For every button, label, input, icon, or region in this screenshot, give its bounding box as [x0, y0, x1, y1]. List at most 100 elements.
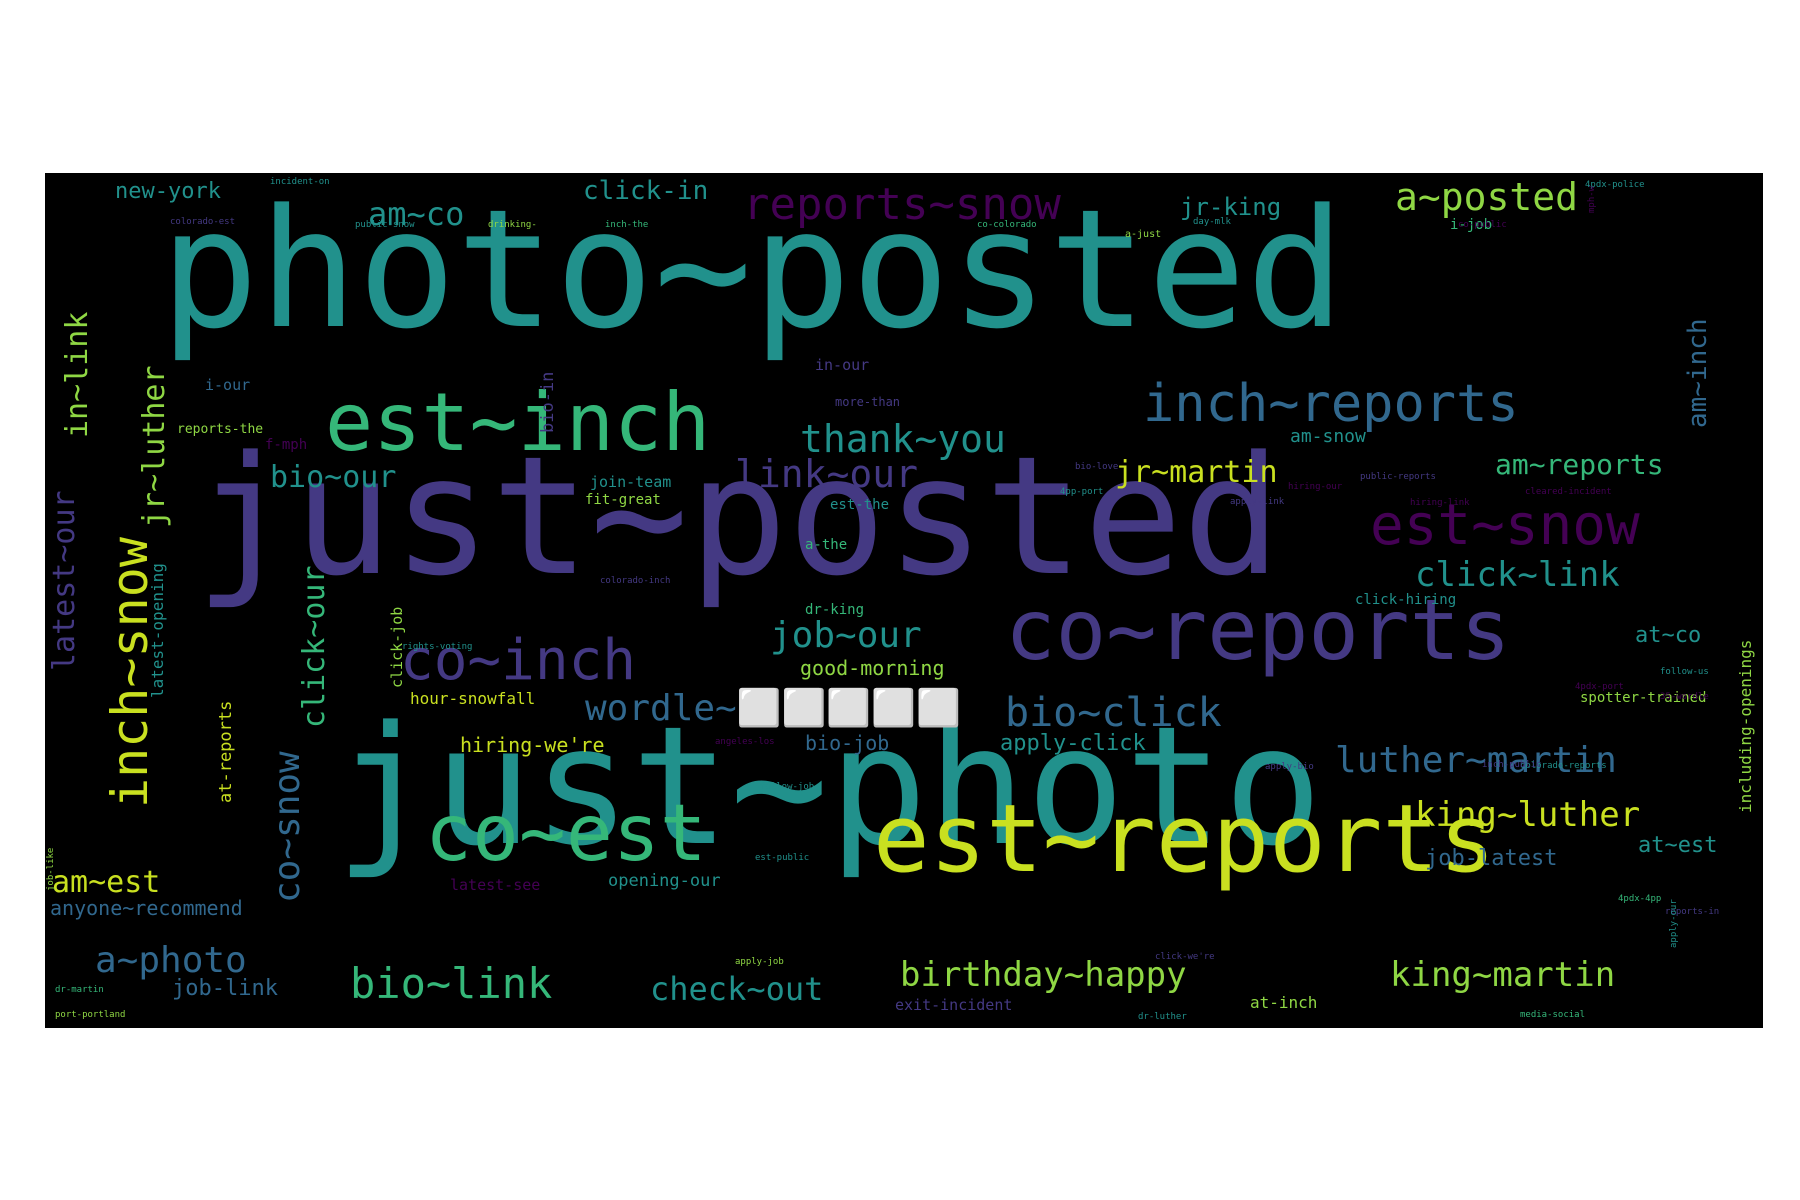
word-bio-love: bio-love	[1075, 462, 1119, 472]
word-click-our: click~our	[297, 565, 332, 728]
word-click-in: click-in	[583, 176, 709, 206]
word-i-job: i-job	[1450, 217, 1493, 233]
word-thank-you: thank~you	[800, 417, 1006, 461]
word-public-reports: public-reports	[1360, 472, 1436, 482]
word-a-just: a-just	[1125, 229, 1162, 240]
word-35-wordle: 35-wordle	[1660, 692, 1709, 702]
word-colorado-inch: colorado-inch	[600, 576, 671, 586]
word-follow-us: follow-us	[1660, 667, 1709, 677]
word-reports-the: reports-the	[177, 422, 264, 437]
word-cloud: photo~posted just~posted just~photo est~rep…	[45, 173, 1763, 1028]
word-job-like: job-like	[46, 847, 56, 891]
word-at-inch: at-inch	[1250, 993, 1318, 1012]
word-4pdx-4pp: 4pdx-4pp	[1618, 894, 1662, 904]
word-join-team: join-team	[590, 473, 672, 491]
word-reports-in: reports-in	[1665, 907, 1720, 917]
word-co-colorado: co-colorado	[977, 220, 1037, 230]
word-colorado-reports: colorado-reports	[1520, 761, 1607, 771]
word-exit-incident: exit-incident	[895, 996, 1013, 1014]
word-apply-our: apply-our	[1669, 899, 1679, 948]
word-apply-job: apply-job	[735, 957, 784, 967]
word-4pp-port: 4pp-port	[1060, 487, 1104, 497]
word-just-posted: just~posted	[195, 421, 1282, 612]
word-i-our: i-our	[205, 376, 251, 394]
word-4pdx-port: 4pdx-port	[1575, 682, 1624, 692]
word-at-est: at~est	[1638, 833, 1718, 858]
word-apply-link: apply-link	[1230, 497, 1285, 507]
word-new-york: new-york	[115, 179, 221, 204]
word-just-photo: just~photo	[335, 691, 1323, 882]
word-king-luther: king~luther	[1415, 795, 1641, 835]
word-latest-opening: latest-opening	[148, 563, 167, 698]
word-drinking: drinking-	[488, 220, 537, 230]
word-a-the: a-the	[805, 537, 848, 553]
word-cleared-incident: cleared-incident	[1525, 487, 1612, 497]
word-including-openings: including-openings	[1736, 639, 1755, 813]
word-dr-martin: dr-martin	[55, 985, 104, 995]
word-colorado-est: colorado-est	[170, 217, 236, 227]
word-job-latest: job-latest	[1425, 846, 1558, 871]
word-mph-w: mph-w	[1587, 185, 1597, 213]
word-est-inch: est~inch	[325, 376, 711, 469]
word-a-posted: a~posted	[1395, 175, 1579, 219]
word-at-co: at~co	[1635, 623, 1702, 648]
word-jr-martin: jr~martin	[1115, 455, 1278, 490]
word-opening-our: opening-our	[608, 871, 721, 891]
word-in-link: in~link	[60, 311, 95, 438]
word-more-than: more-than	[835, 395, 901, 409]
word-apply-bio: apply-bio	[1265, 762, 1314, 772]
word-am-co: am~co	[368, 195, 465, 233]
word-jr-luther: jr~luther	[137, 365, 172, 528]
word-co-public: co-public	[1458, 220, 1507, 230]
word-latest-see: latest-see	[450, 876, 541, 894]
word-luther-martin: luther~martin	[1335, 740, 1617, 781]
word-job-our: job~our	[770, 615, 922, 656]
word-hiring-we-re: hiring-we're	[460, 733, 605, 757]
word-bio-link: bio~link	[350, 959, 553, 1008]
word-click-we-re: click-we're	[1155, 952, 1215, 962]
word-dr-king: dr-king	[805, 602, 865, 618]
word-am-inch: am~inch	[1683, 318, 1713, 428]
word-job-link: job-link	[172, 976, 278, 1001]
word-est-public: est-public	[755, 853, 810, 863]
word-bio-job: bio-job	[805, 731, 890, 755]
word-reports-snow: reports~snow	[743, 179, 1061, 230]
word-media-social: media-social	[1520, 1010, 1586, 1020]
word-king-martin: king~martin	[1390, 955, 1616, 995]
word-jr-king: jr-king	[1180, 193, 1282, 221]
word-apply-click: apply-click	[1000, 731, 1146, 756]
word-anyone-recommend: anyone~recommend	[50, 896, 243, 920]
word-bio-click: bio~click	[1005, 690, 1222, 736]
word-co-snow: co~snow	[267, 751, 308, 903]
word-inch-the: inch-the	[605, 220, 649, 230]
word-dr-luther: dr-luther	[1138, 1012, 1187, 1022]
word-am-reports: am~reports	[1495, 448, 1664, 481]
word-a-photo: a~photo	[95, 940, 247, 981]
word-inch-public: inch-public	[1482, 760, 1542, 770]
word-at-reports: at-reports	[216, 700, 236, 803]
word-click-link: click~link	[1415, 555, 1620, 595]
word-rights-voting: rights-voting	[402, 642, 473, 652]
word-in-our: in-our	[815, 356, 870, 374]
word-day-mlk: day-mlk	[1193, 217, 1231, 227]
word-public-snow: public-snow	[355, 220, 415, 230]
word-bio-our: bio~our	[270, 460, 397, 495]
word-click-hiring: click-hiring	[1355, 592, 1457, 608]
word-latest-our: latest~our	[47, 490, 82, 671]
word-fit-great: fit-great	[585, 492, 661, 508]
word-bio-in: bio-in	[538, 371, 558, 433]
word-photo-posted: photo~posted	[160, 174, 1345, 365]
word-est-the: est-the	[830, 497, 890, 513]
word-f-mph: f-mph	[265, 437, 308, 453]
word-co-est: co~est	[425, 789, 707, 879]
word-incident-on: incident-on	[270, 177, 330, 187]
word-check-out: check~out	[650, 970, 824, 1008]
word-wordle: wordle~⬜⬜⬜⬜⬜	[585, 688, 961, 729]
word-birthday-happy: birthday~happy	[900, 955, 1187, 995]
word-hiring-our: hiring-our	[1288, 482, 1343, 492]
word-co-inch: co~inch	[400, 628, 637, 693]
word-am-snow: am-snow	[1290, 426, 1366, 447]
word-spotter-trained: spotter-trained	[1580, 690, 1707, 706]
word-am-est: am~est	[52, 865, 161, 900]
word-link-our: link~our	[735, 452, 919, 496]
